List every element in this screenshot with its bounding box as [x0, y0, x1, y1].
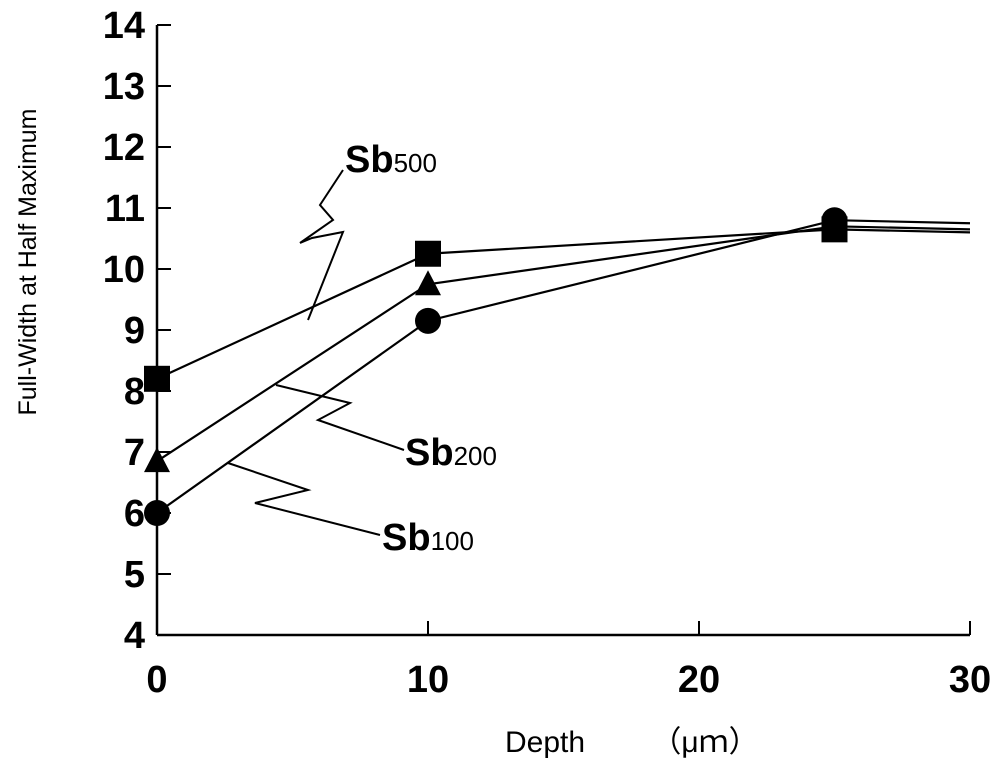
series-sub-sb200: 200 — [454, 441, 497, 471]
x-axis-label: Depth — [505, 726, 585, 759]
x-tick-label: 20 — [678, 659, 720, 701]
leader-line-sb100 — [227, 462, 381, 536]
data-point-sb100 — [144, 500, 170, 526]
leader-line-sb500 — [299, 169, 345, 321]
svg-text:Sb100: Sb100 — [382, 517, 474, 559]
series-label-sb200: Sb200 — [275, 384, 497, 474]
x-tick-label: 30 — [949, 659, 991, 701]
x-tick-label: 0 — [146, 659, 167, 701]
x-ticks: 0 10 20 30 — [146, 621, 991, 701]
axes — [155, 25, 970, 637]
series-label-sb500: Sb500 — [299, 139, 437, 321]
y-tick-label: 9 — [124, 310, 145, 352]
y-tick-label: 12 — [103, 127, 145, 169]
series-lines — [156, 219, 971, 514]
leader-line-sb200 — [275, 384, 405, 451]
y-tick-label: 10 — [103, 249, 145, 291]
series-markers — [144, 207, 848, 526]
series-line-sb100 — [156, 219, 971, 514]
series-sub-sb100: 100 — [431, 526, 474, 556]
series-name-sb100: Sb — [382, 517, 431, 559]
svg-text:Sb500: Sb500 — [345, 139, 437, 181]
data-point-sb500 — [144, 365, 170, 392]
y-tick-label: 7 — [124, 432, 145, 474]
series-label-sb100: Sb100 — [227, 462, 474, 559]
series-sub-sb500: 500 — [394, 148, 437, 178]
data-point-sb500 — [415, 240, 441, 267]
y-tick-label: 13 — [103, 66, 145, 108]
svg-text:Sb200: Sb200 — [405, 432, 497, 474]
y-tick-label: 14 — [103, 5, 145, 47]
y-tick-label: 8 — [124, 371, 145, 413]
y-tick-label: 11 — [105, 188, 145, 230]
y-tick-label: 6 — [124, 493, 145, 535]
y-tick-label: 4 — [124, 615, 145, 657]
y-axis-label: Full-Width at Half Maximum — [14, 109, 42, 416]
x-tick-label: 10 — [407, 659, 449, 701]
data-point-sb100 — [415, 307, 441, 334]
y-ticks: 4 5 6 7 8 9 10 11 12 13 14 — [103, 5, 171, 657]
y-tick-label: 5 — [124, 554, 145, 596]
data-point-sb200 — [415, 270, 441, 296]
series-name-sb200: Sb — [405, 432, 454, 474]
data-point-sb200 — [144, 447, 170, 473]
series-name-sb500: Sb — [345, 139, 394, 181]
data-point-sb100 — [821, 207, 848, 234]
series-line-sb500 — [156, 228, 971, 380]
x-axis-unit: （μｍ） — [651, 726, 758, 759]
series-line-sb200 — [156, 225, 971, 463]
